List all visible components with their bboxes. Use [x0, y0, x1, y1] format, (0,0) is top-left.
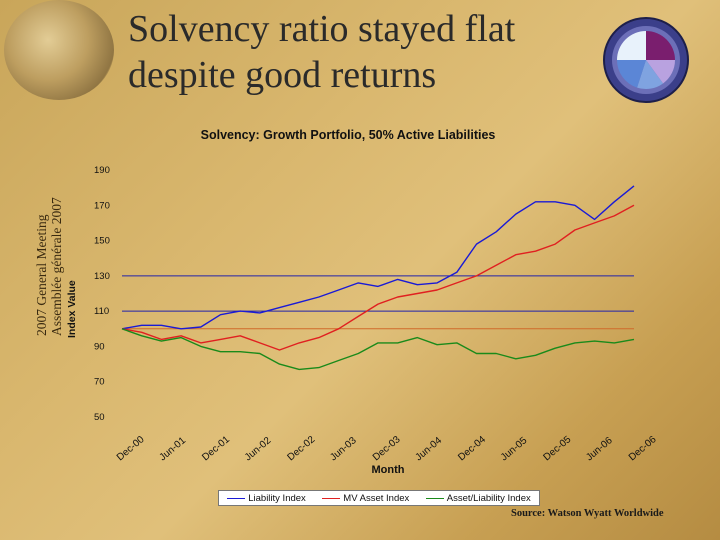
- y-tick-label: 170: [94, 200, 110, 211]
- y-tick-label: 110: [94, 306, 109, 317]
- x-axis-label: Month: [371, 464, 405, 476]
- y-tick-label: 190: [94, 165, 110, 176]
- legend-label-ratio: Asset/Liability Index: [446, 492, 531, 504]
- legend-swatch-asset: [322, 497, 341, 499]
- side-caption-english: 2007 General Meeting: [34, 214, 49, 336]
- y-tick-label: 90: [94, 341, 105, 352]
- legend-item-asset: MV Asset Index: [322, 493, 409, 504]
- legend-label-liability: Liability Index: [248, 492, 306, 504]
- x-tick-label: Dec-06: [627, 434, 659, 463]
- pie-badge-slice: [646, 31, 675, 60]
- line-chart: 50 70 90 110 130 150 170 190 Dec-00 Jun-01 Dec-01…: [94, 165, 659, 463]
- x-tick-label: Dec-04: [456, 434, 488, 463]
- x-tick-label: Dec-00: [115, 434, 147, 463]
- y-tick-label: 130: [94, 271, 110, 282]
- chart-title: Solvency: Growth Portfolio, 50% Active L…: [200, 128, 496, 142]
- source-note: Source: Watson Wyatt Worldwide: [511, 508, 664, 519]
- legend-swatch-liability: [227, 497, 246, 499]
- y-tick-label: 150: [94, 236, 110, 247]
- pie-badge-slices: [617, 31, 675, 89]
- y-tick-label: 50: [94, 412, 105, 423]
- x-tick-label: Dec-03: [371, 434, 403, 463]
- x-tick-label: Dec-02: [286, 434, 318, 463]
- pie-badge-icon: [603, 17, 689, 103]
- x-tick-label: Jun-02: [243, 435, 274, 463]
- series-line-liability: [121, 185, 635, 330]
- legend-item-liability: Liability Index: [227, 493, 306, 504]
- legend-item-ratio: Asset/Liability Index: [425, 492, 531, 504]
- series-line-asset: [121, 204, 635, 351]
- y-tick-labels: 50 70 90 110 130 150 170 190: [94, 165, 110, 423]
- x-tick-label: Jun-06: [584, 435, 615, 463]
- legend-swatch-ratio: [425, 497, 444, 499]
- pie-badge-slice: [617, 31, 646, 60]
- x-tick-label: Jun-03: [328, 435, 359, 463]
- pie-badge-slice: [637, 60, 664, 89]
- x-tick-label: Jun-01: [158, 435, 189, 463]
- x-tick-label: Jun-05: [499, 435, 530, 463]
- side-caption-french: Assemblée générale 2007: [49, 197, 64, 336]
- chart-legend: Liability Index MV Asset Index Asset/Lia…: [218, 490, 540, 506]
- x-tick-label: Dec-05: [542, 434, 574, 463]
- gridlines: [122, 275, 634, 330]
- x-tick-labels: Dec-00 Jun-01 Dec-01 Jun-02 Dec-02 Jun-03 Dec-…: [115, 434, 659, 463]
- y-axis-label: Index Value: [66, 280, 78, 338]
- slide-title-line1: Solvency ratio stayed flat: [128, 8, 516, 50]
- legend-label-asset: MV Asset Index: [343, 492, 410, 504]
- globe-decoration: [4, 0, 114, 100]
- series-line-ratio: [121, 328, 635, 371]
- x-tick-label: Dec-01: [200, 434, 232, 463]
- y-tick-label: 70: [94, 377, 105, 388]
- chart-panel: Solvency: Growth Portfolio, 50% Active L…: [66, 128, 694, 508]
- side-caption: 2007 General Meeting Assemblée générale …: [34, 197, 64, 336]
- x-tick-label: Jun-04: [414, 435, 445, 463]
- slide-title-line2: despite good returns: [128, 54, 437, 96]
- slide-title: Solvency ratio stayed flat despite good …: [128, 6, 515, 98]
- pie-badge-slice: [617, 60, 646, 88]
- pie-badge-slice: [646, 60, 675, 84]
- series-lines: [121, 185, 635, 371]
